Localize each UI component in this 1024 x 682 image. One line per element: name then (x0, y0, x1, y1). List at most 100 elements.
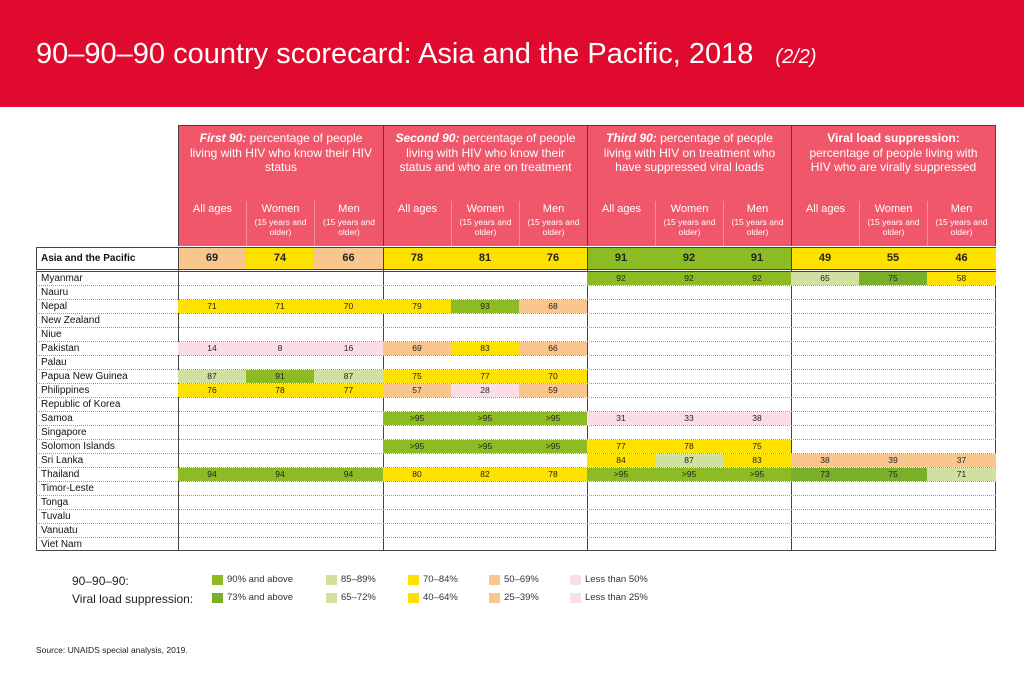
value-cell: 70 (314, 300, 383, 313)
region-value-cell: 46 (927, 248, 996, 269)
value-cell: 77 (451, 370, 519, 383)
country-label: Papua New Guinea (41, 371, 128, 382)
legend-label-vl: Viral load suppression: (72, 592, 194, 606)
subheader-men: Men (15 years and older) (927, 201, 996, 246)
subheader-label: Women (466, 203, 505, 215)
region-value-cell: 55 (859, 248, 927, 269)
subheader-label: All ages (397, 203, 438, 215)
subheader-age-note: (15 years and older) (867, 217, 920, 237)
value-cell: >95 (519, 440, 587, 453)
region-value-cell: 76 (519, 248, 587, 269)
row-divider (36, 523, 996, 524)
country-label: New Zealand (41, 315, 100, 326)
row-divider (36, 453, 996, 454)
region-value-cell: 81 (451, 248, 519, 269)
value-cell: 83 (451, 342, 519, 355)
value-cell: 87 (178, 370, 246, 383)
value-cell: 87 (655, 454, 723, 467)
group-header-text: percentage of people living with HIV who… (399, 131, 576, 174)
country-label: Thailand (41, 469, 80, 480)
subheader-all-ages: All ages (587, 201, 655, 246)
country-label: Myanmar (41, 273, 83, 284)
value-cell: 16 (314, 342, 383, 355)
country-label: Nauru (41, 287, 69, 298)
value-cell: 78 (519, 468, 587, 481)
value-cell: 79 (383, 300, 451, 313)
legend-text: Less than 50% (585, 574, 648, 585)
region-value-cell: 74 (246, 248, 314, 269)
country-label: Solomon Islands (41, 441, 115, 452)
value-cell: 92 (723, 272, 791, 285)
value-cell: 70 (519, 370, 587, 383)
value-cell: >95 (587, 468, 655, 481)
value-cell: 75 (383, 370, 451, 383)
legend-text: 65–72% (341, 592, 376, 603)
region-value-cell: 92 (655, 248, 723, 269)
subheader-age-note: (15 years and older) (663, 217, 716, 237)
group-header-bold: First 90: (199, 131, 247, 145)
value-cell: >95 (655, 468, 723, 481)
subheader-label: Men (542, 203, 565, 215)
group-divider (178, 247, 179, 551)
title-text: 90–90–90 country scorecard: Asia and the… (36, 38, 754, 70)
legend-text: 50–69% (504, 574, 539, 585)
value-cell: >95 (451, 440, 519, 453)
group-header-text: percentage of people living with HIV who… (809, 145, 978, 175)
row-divider (36, 439, 996, 440)
group-header-text: percentage of people living with HIV who… (189, 131, 373, 174)
value-cell: 38 (723, 412, 791, 425)
value-cell: 76 (178, 384, 246, 397)
region-label: Asia and the Pacific (41, 253, 136, 264)
group-header-3: Third 90: percentage of people living wi… (587, 125, 791, 201)
group-divider (383, 247, 384, 551)
subheader-age-note: (15 years and older) (935, 217, 988, 237)
row-divider (36, 495, 996, 496)
legend-text: 25–39% (504, 592, 539, 603)
region-value-cell: 49 (791, 248, 859, 269)
region-value-cell: 91 (723, 248, 791, 269)
value-cell: 71 (246, 300, 314, 313)
country-label: Pakistan (41, 343, 80, 354)
value-cell: 73 (791, 468, 859, 481)
group-header-bold: Second 90: (395, 131, 460, 145)
legend-swatch (326, 593, 337, 603)
legend-swatch (489, 575, 500, 585)
subheader-label: Men (950, 203, 973, 215)
value-cell: 77 (314, 384, 383, 397)
country-label: Palau (41, 357, 67, 368)
subheader-age-note: (15 years and older) (527, 217, 580, 237)
country-label: Niue (41, 329, 62, 340)
row-divider (36, 425, 996, 426)
value-cell: 94 (178, 468, 246, 481)
value-cell: 92 (587, 272, 655, 285)
value-cell: 71 (927, 468, 996, 481)
subheader-age-note: (15 years and older) (731, 217, 784, 237)
subheader-age-note: (15 years and older) (323, 217, 375, 237)
group-divider (587, 247, 588, 551)
value-cell: >95 (519, 412, 587, 425)
value-cell: 14 (178, 342, 246, 355)
value-cell: >95 (451, 412, 519, 425)
subheader-men: Men (15 years and older) (314, 201, 383, 246)
subheader-label: All ages (601, 203, 642, 215)
legend-swatch (212, 575, 223, 585)
subheader-women: Women (15 years and older) (451, 201, 519, 246)
legend-text: Less than 25% (585, 592, 648, 603)
country-label: Sri Lanka (41, 455, 84, 466)
row-divider (36, 313, 996, 314)
value-cell: 57 (383, 384, 451, 397)
row-divider (36, 537, 996, 538)
subheader-men: Men (15 years and older) (519, 201, 587, 246)
legend-text: 90% and above (227, 574, 294, 585)
title-banner: 90–90–90 country scorecard: Asia and the… (0, 0, 1024, 107)
row-divider (36, 285, 996, 286)
value-cell: 92 (655, 272, 723, 285)
row-divider (36, 481, 996, 482)
subheader-all-ages: All ages (178, 201, 246, 246)
row-divider (36, 369, 996, 370)
value-cell: 69 (383, 342, 451, 355)
country-label: Samoa (41, 413, 73, 424)
value-cell: 77 (587, 440, 655, 453)
group-header-4: Viral load suppression: percentage of pe… (791, 125, 996, 201)
country-label: Vanuatu (41, 525, 78, 536)
